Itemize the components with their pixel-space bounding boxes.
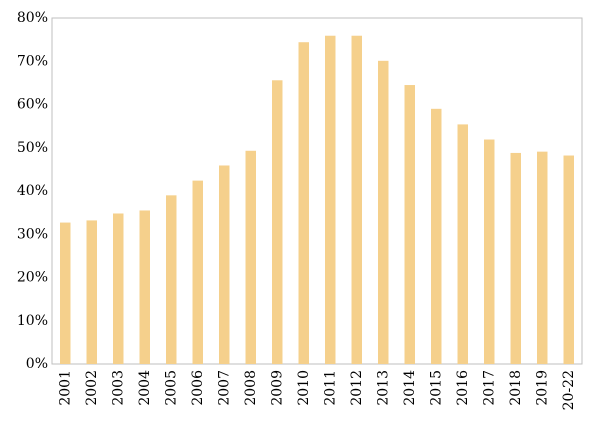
y-tick-label: 0% xyxy=(26,356,48,372)
y-tick-label: 70% xyxy=(17,53,48,69)
y-tick-label: 50% xyxy=(17,140,48,156)
bar-2002 xyxy=(86,220,97,364)
x-tick-label: 2019 xyxy=(534,370,550,406)
x-tick-label: 2003 xyxy=(110,370,126,406)
y-tick-label: 30% xyxy=(17,226,48,242)
bar-2005 xyxy=(166,195,177,364)
bar-2011 xyxy=(325,35,336,364)
bar-2009 xyxy=(272,80,283,364)
x-tick-label: 2004 xyxy=(137,370,153,406)
x-axis-tick-labels: 2001 2002 2003 2004 2005 2006 2007 2008 2009 2010… xyxy=(57,370,577,410)
plot-frame xyxy=(51,17,583,365)
x-tick-label: 2008 xyxy=(243,370,259,406)
bar-2008 xyxy=(245,150,256,364)
x-tick-label: 2007 xyxy=(216,370,232,406)
bar-2006 xyxy=(192,180,203,364)
x-tick-label: 2012 xyxy=(349,370,365,406)
x-tick-label: 2013 xyxy=(375,370,391,406)
y-axis-tick-labels: 0% 10% 20% 30% 40% 50% 60% 70% 80% xyxy=(17,10,48,372)
bar-2004 xyxy=(139,210,150,364)
bar-2007 xyxy=(219,165,230,364)
y-tick-label: 10% xyxy=(17,313,48,329)
x-tick-label: 2002 xyxy=(84,370,100,406)
bar-2015 xyxy=(431,108,442,364)
x-tick-label: 2016 xyxy=(455,370,471,406)
x-tick-label: 2006 xyxy=(190,370,206,406)
x-tick-label: 2015 xyxy=(428,370,444,406)
y-tick-label: 40% xyxy=(17,183,48,199)
bar-20-22 xyxy=(563,155,574,364)
x-tick-label: 2005 xyxy=(163,370,179,406)
x-tick-label: 2014 xyxy=(402,370,418,406)
x-tick-label: 2010 xyxy=(296,370,312,406)
x-tick-label: 2001 xyxy=(57,370,73,406)
bar-2001 xyxy=(60,222,71,364)
x-tick-label: 2009 xyxy=(269,370,285,406)
bar-2016 xyxy=(457,124,468,365)
bar-2010 xyxy=(298,42,309,364)
x-tick-label: 20-22 xyxy=(561,370,577,410)
y-tick-label: 80% xyxy=(17,10,48,26)
y-tick-label: 60% xyxy=(17,97,48,113)
bar-2018 xyxy=(510,152,521,364)
bar-2019 xyxy=(537,151,548,364)
x-tick-label: 2011 xyxy=(322,370,338,406)
bars-group xyxy=(60,35,574,365)
bar-2012 xyxy=(351,35,362,364)
x-tick-label: 2018 xyxy=(508,370,524,406)
y-tick-label: 20% xyxy=(17,270,48,286)
x-tick-label: 2017 xyxy=(481,370,497,406)
bar-2013 xyxy=(378,60,389,364)
bar-2003 xyxy=(113,213,124,364)
bar-2017 xyxy=(484,139,495,364)
bar-2014 xyxy=(404,85,415,364)
